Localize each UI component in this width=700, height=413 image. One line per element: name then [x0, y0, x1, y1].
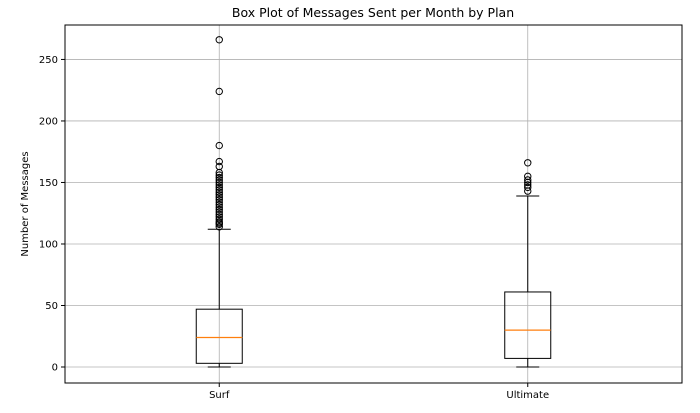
outlier-point — [215, 205, 223, 214]
outlier-point — [524, 172, 532, 181]
outlier-point — [215, 195, 223, 204]
plot-frame — [64, 24, 683, 384]
outlier-point — [215, 181, 223, 189]
outlier-point — [215, 223, 223, 231]
outlier-point — [524, 181, 532, 189]
box-ultimate — [504, 159, 552, 368]
chart-title: Box Plot of Messages Sent per Month by P… — [232, 5, 514, 20]
outlier-point — [215, 36, 223, 44]
y-tick-label: 0 — [52, 363, 58, 374]
outlier-point — [215, 87, 223, 96]
outlier-point — [215, 171, 223, 179]
outlier-point — [215, 213, 223, 221]
outlier-point — [215, 162, 223, 171]
axis-layer: 0 50 100 150 200 250 Surf Ultimate — [39, 55, 549, 401]
outlier-point — [215, 218, 223, 226]
outlier-point — [215, 188, 223, 197]
outlier-point — [524, 183, 532, 192]
outlier-point — [215, 178, 223, 187]
outlier-point — [215, 200, 223, 209]
y-tick-label: 50 — [45, 301, 58, 312]
box-layer — [195, 36, 552, 368]
outlier-point — [215, 203, 223, 211]
outlier-point — [524, 159, 532, 167]
y-tick-label: 100 — [39, 239, 58, 250]
iqr-box — [195, 308, 243, 364]
outlier-point — [215, 193, 223, 201]
y-axis-label: Number of Messages — [20, 151, 31, 256]
y-tick-label: 200 — [39, 116, 58, 127]
outlier-point — [524, 176, 532, 184]
outlier-point — [215, 141, 223, 150]
y-tick-label: 150 — [39, 178, 58, 189]
outlier-point — [215, 191, 223, 199]
box-surf — [195, 36, 243, 368]
x-tick-label: Surf — [209, 390, 230, 401]
outlier-point — [215, 173, 223, 182]
grid-layer — [65, 25, 682, 383]
outlier-point — [215, 176, 223, 184]
y-tick-label: 250 — [39, 55, 58, 66]
outlier-point — [215, 208, 223, 216]
outlier-point — [215, 183, 223, 192]
outlier-point — [215, 186, 223, 194]
iqr-box — [504, 291, 552, 359]
outlier-point — [215, 210, 223, 219]
outlier-point — [215, 215, 223, 224]
outlier-point — [215, 198, 223, 206]
x-tick-label: Ultimate — [506, 390, 549, 401]
outlier-point — [215, 157, 223, 166]
